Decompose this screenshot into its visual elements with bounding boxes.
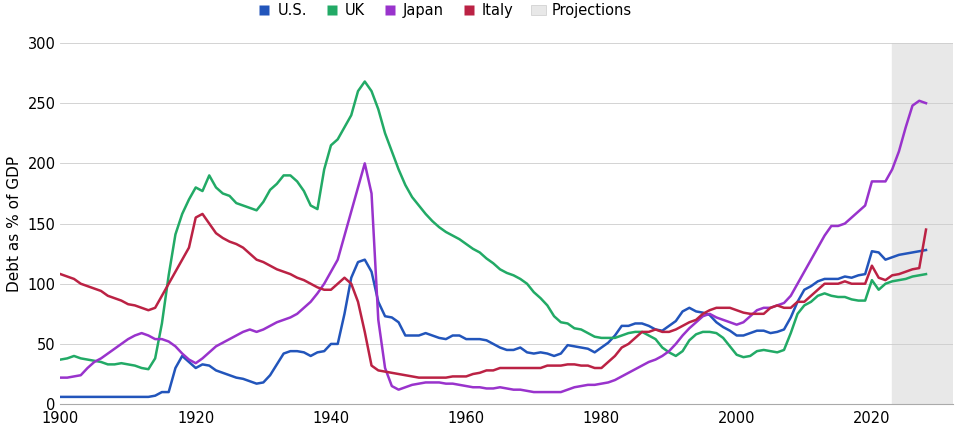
Legend: U.S., UK, Japan, Italy, Projections: U.S., UK, Japan, Italy, Projections [257, 3, 632, 18]
Y-axis label: Debt as % of GDP: Debt as % of GDP [7, 155, 22, 291]
Bar [892, 43, 953, 404]
